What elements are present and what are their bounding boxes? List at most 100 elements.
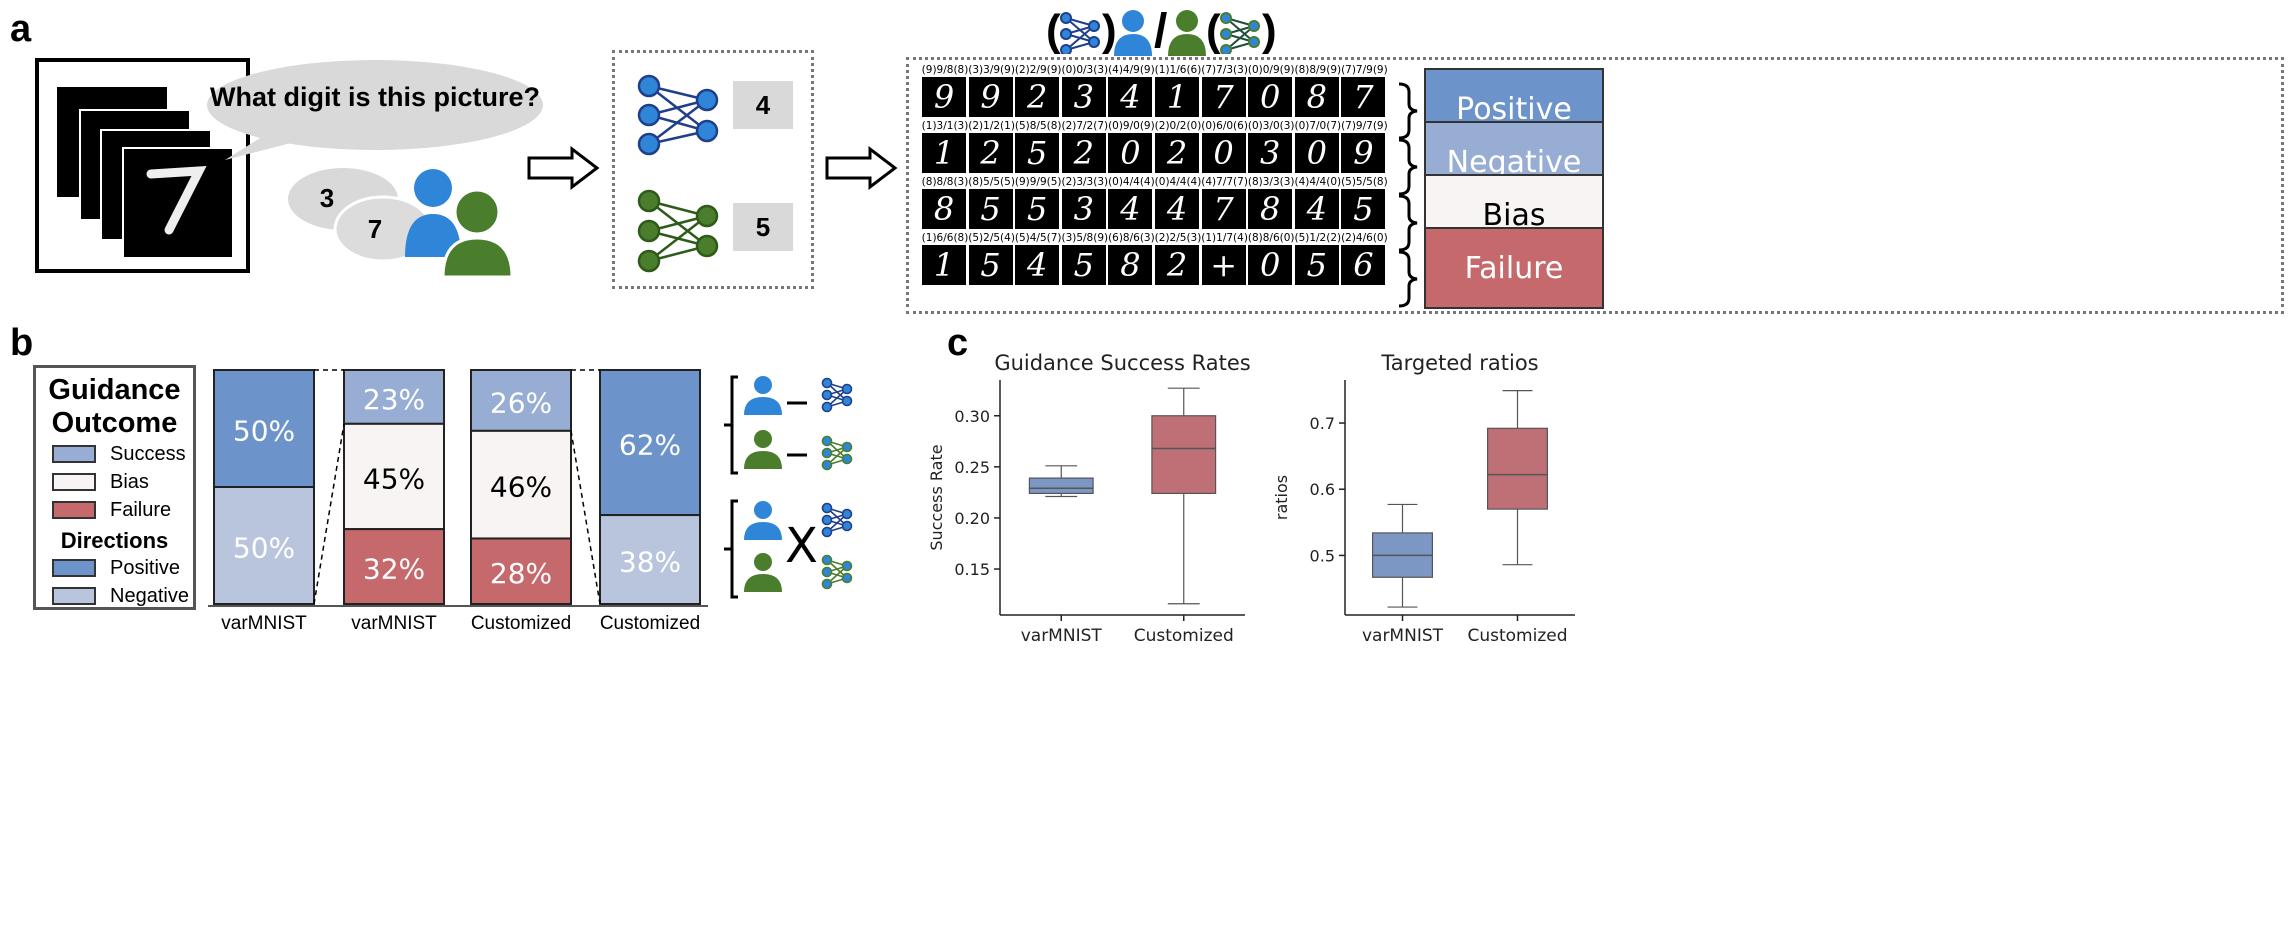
bar-category-label: Customized [470,613,572,634]
bar-segment [470,429,572,540]
swatch-failure [52,501,96,519]
x-tick-label: Customized [1467,626,1567,646]
digit-caption: (8)8/8(3) [921,176,969,188]
network-blue-small-icon-2 [821,502,853,538]
digit-image: 6 [1341,245,1386,285]
y-tick-label: 0.5 [1310,546,1335,565]
digit-image: 0 [1248,77,1293,117]
digit-image: 5 [968,245,1013,285]
digit-caption: (4)7/7(7) [1201,176,1248,188]
chart-targeted-ratios: Targeted ratios 0.5 0.6 0.7 ratios varMNIST Cu… [1272,351,1575,646]
paren-open-1: ( [1046,6,1061,55]
bar-segment-label: 32% [363,553,425,586]
digit-image: 0 [1248,245,1293,285]
digit-caption: (2)2/9(9) [1014,64,1062,76]
paren-close-2: ) [1262,6,1277,55]
bar-segment-label: 62% [619,429,681,462]
digit-image: 8 [1294,77,1339,117]
network-green-icon [637,189,719,273]
digit-caption: (2)2/5(3) [1154,232,1202,244]
digit-caption: (5)2/5(4) [968,232,1015,244]
digit-image: 4 [1155,189,1199,229]
grid-header: ( ) / ( ) [1040,2,1280,60]
human-blue-small [744,376,782,415]
digit-image: 1 [922,133,966,173]
digit-image: 5 [1061,245,1106,285]
digit-caption: (1)1/7(4) [1201,232,1248,244]
digit-caption: (9)9/9(5) [1014,176,1062,188]
box-iqr [1487,427,1549,510]
bar-segment-label: 46% [490,471,552,504]
digit-caption: (3)3/9(9) [968,64,1015,76]
digit-image: 2 [1155,245,1199,285]
digit-caption: (2)3/3(3) [1061,176,1109,188]
digit-image: 5 [1015,133,1060,173]
legend-title-outcome-2: Outcome [51,407,178,439]
digit-caption: (9)9/8(8) [921,64,969,76]
small-network-icon-2 [1220,12,1260,54]
y-axis-label: ratios [1272,475,1291,520]
arrow-icon-1 [527,146,600,190]
box-iqr [1151,415,1217,495]
legend-item-negative: Negative [52,582,193,610]
digit-caption: (7)7/3(3) [1201,64,1248,76]
digit-caption: (2)7/2(7) [1061,120,1109,132]
x-tick-label: varMNIST [1362,626,1444,646]
digit-image: 5 [1341,189,1386,229]
digit-caption: (1)1/6(6) [1154,64,1202,76]
digit-image: 4 [1108,189,1153,229]
digit-caption: (8)8/9(9) [1294,64,1342,76]
swatch-bias [52,473,96,491]
slash: / [1154,5,1168,58]
bar-segment-label: 50% [233,415,295,448]
y-tick-label: 0.20 [954,509,990,528]
y-axis-label: Success Rate [927,444,946,550]
digit-caption: (6)8/6(3) [1108,232,1155,244]
digit-image: 4 [1015,245,1060,285]
digit-caption: (8)5/5(5) [968,176,1015,188]
digit-image: 2 [1155,133,1199,173]
panel-label-c: c [947,322,969,364]
x-tick-label: varMNIST [1021,626,1103,646]
digit-caption: (2)1/2(1) [968,120,1015,132]
row-braces [1398,82,1418,308]
digit-image: 3 [1061,189,1106,229]
digit-image: 8 [922,189,966,229]
bar-segment-label: 23% [363,383,425,416]
paren-open-2: ( [1206,6,1221,55]
digit-caption: (7)9/7(9) [1341,120,1388,132]
box-iqr [1028,477,1094,495]
digit-caption: (3)5/8(9) [1061,232,1109,244]
digit-caption: (0)4/4(4) [1154,176,1202,188]
box-varMNIST [1371,503,1433,608]
digit-caption: (8)8/6(0) [1247,232,1295,244]
digit-caption: (2)4/6(0) [1341,232,1388,244]
human-green-small [744,430,782,469]
human-answer-7: 7 [367,214,383,244]
chart-guidance-success: Guidance Success Rates 0.15 0.20 0.25 0.30 Su… [927,351,1251,646]
connector-dashed [313,423,345,605]
network-blue-icon [637,74,719,156]
model-answer-4: 4 [733,81,793,129]
bar-segment [213,369,315,488]
network-blue-small-icon [821,377,853,413]
direction-failure-box: Failure [1424,227,1604,309]
human-blue-icon [1114,10,1152,56]
bar-segment [470,537,572,605]
human-green-small-2 [744,553,782,592]
bar-segment-label: 28% [490,557,552,590]
human-blue-small-2 [744,501,782,540]
bar-category-label: varMNIST [351,613,437,634]
digit-image: 7 [1201,77,1246,117]
bar-segment-label: 26% [490,386,552,419]
digit-image: 3 [1248,133,1293,173]
digit-caption: (4)4/4(0) [1294,176,1342,188]
digit-caption: (5)5/5(8) [1341,176,1388,188]
digit-caption: (0)0/3(3) [1061,64,1109,76]
bar-segment [470,369,572,432]
bar-segment-label: 38% [619,546,681,579]
digit-grid-frame [906,57,2284,314]
digit-caption: (5)4/5(7) [1014,232,1062,244]
bar-category-label: varMNIST [221,613,307,634]
digit-image: + [1201,245,1246,285]
